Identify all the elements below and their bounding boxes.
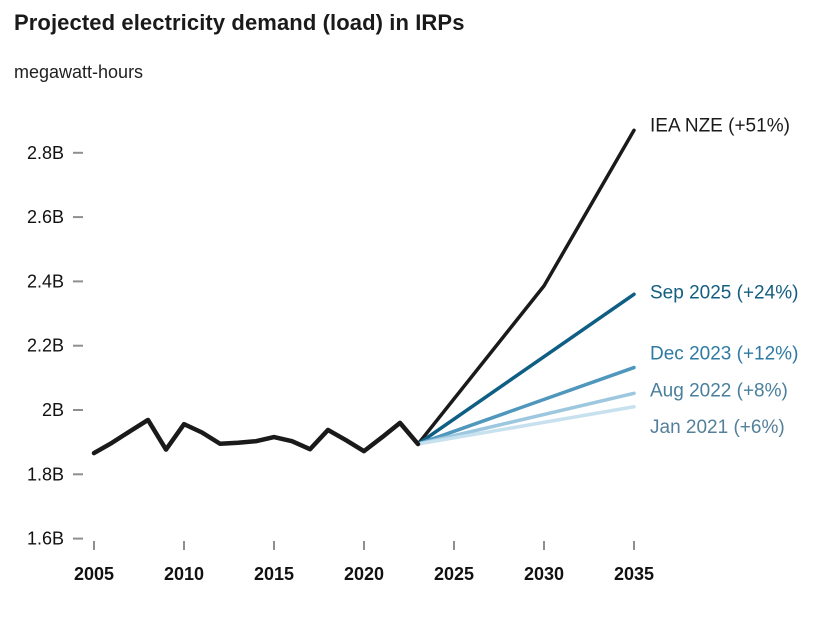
series-label-iea-nze: IEA NZE (+51%) [650, 115, 790, 136]
series-line-dec-2023 [416, 365, 636, 446]
y-tick-label: 2.6B [27, 207, 64, 227]
chart-subtitle: megawatt-hours [14, 62, 144, 82]
series-line-iea-nze [416, 128, 636, 446]
y-tick-label: 1.8B [27, 464, 64, 484]
series-line-aug-2022 [416, 391, 636, 446]
series-line-jan-2021 [416, 405, 636, 446]
x-tick-label: 2030 [524, 564, 564, 584]
series-line-sep-2025 [416, 292, 636, 446]
x-tick-label: 2010 [164, 564, 204, 584]
x-tick-label: 2015 [254, 564, 294, 584]
x-tick-label: 2005 [74, 564, 114, 584]
x-tick-label: 2035 [614, 564, 654, 584]
y-tick-label: 2.4B [27, 271, 64, 291]
series-label-sep-2025: Sep 2025 (+24%) [650, 282, 798, 303]
y-tick-label: 2.2B [27, 336, 64, 356]
x-tick-label: 2025 [434, 564, 474, 584]
y-tick-label: 1.6B [27, 529, 64, 549]
y-tick-label: 2.8B [27, 143, 64, 163]
x-tick-label: 2020 [344, 564, 384, 584]
chart-title: Projected electricity demand (load) in I… [14, 10, 465, 35]
series-label-aug-2022: Aug 2022 (+8%) [650, 380, 788, 401]
series-label-jan-2021: Jan 2021 (+6%) [650, 417, 785, 438]
y-tick-label: 2B [42, 400, 64, 420]
series-label-dec-2023: Dec 2023 (+12%) [650, 344, 798, 365]
series-line-historical-load [91, 417, 421, 456]
